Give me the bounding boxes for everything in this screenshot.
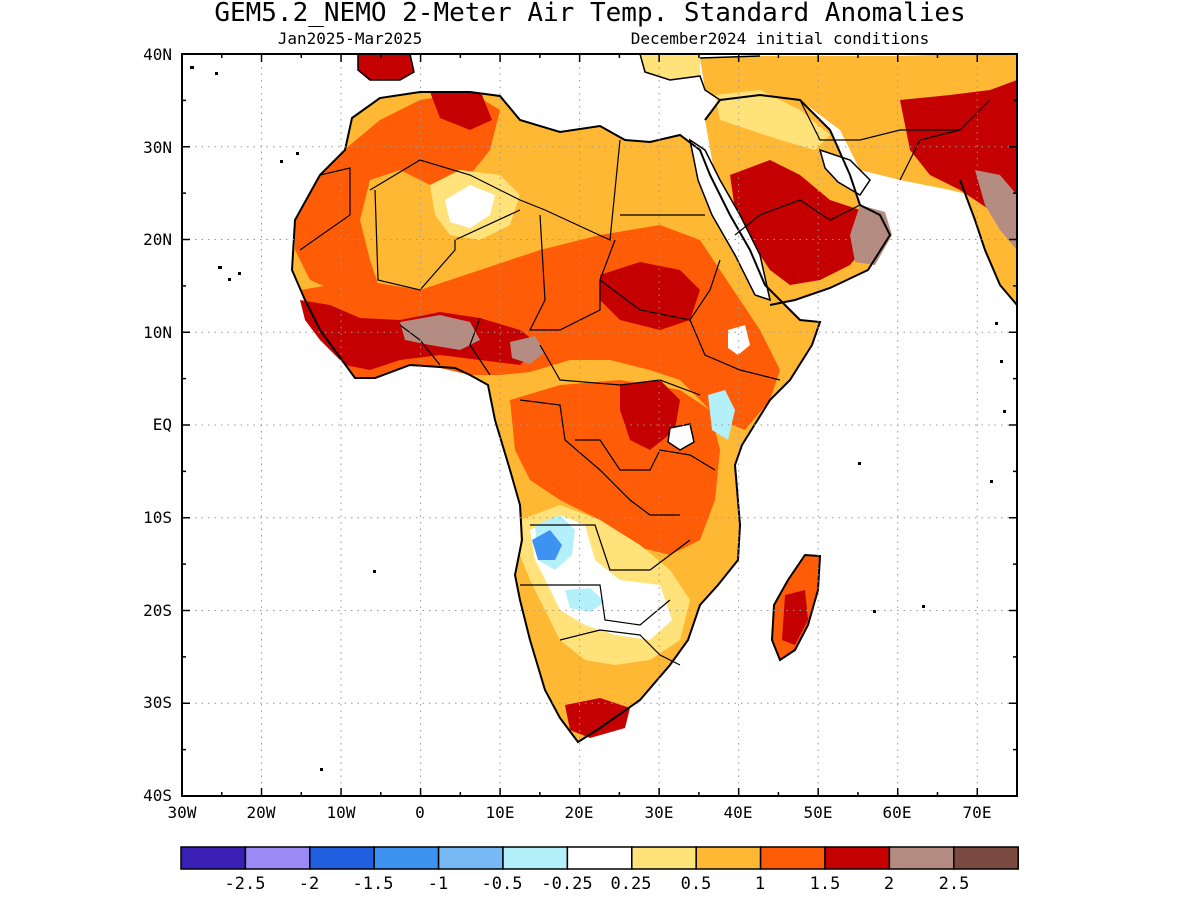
colorbar-label-m2.5: -2.5 <box>225 874 266 894</box>
colorbar-swatch <box>566 846 633 870</box>
iberia-landmass <box>358 54 414 80</box>
colorbar-label-m2: -2 <box>299 874 319 894</box>
lat-label-10s: 10S <box>143 508 172 527</box>
anomaly-brown-iran <box>975 170 1017 250</box>
india-coastline <box>959 179 1017 306</box>
mediterranean-sea <box>410 54 705 142</box>
map-title: GEM5.2_NEMO 2-Meter Air Temp. Standard A… <box>214 0 965 28</box>
lat-label-40n: 40N <box>143 45 172 64</box>
lake-victoria <box>667 423 695 451</box>
lat-label-30s: 30S <box>143 693 172 712</box>
lon-label-40e: 40E <box>724 803 753 822</box>
initial-conditions-subtitle: December2024 initial conditions <box>631 29 930 48</box>
lat-label-10n: 10N <box>143 323 172 342</box>
colorbar <box>180 846 1019 870</box>
colorbar-label-2: 2 <box>884 874 894 894</box>
longitude-axis: 30W 20W 10W 0 10E 20E 30E 40E 50E 60E 70… <box>168 803 992 822</box>
lon-label-10w: 10W <box>327 803 356 822</box>
anomaly-red-south-africa <box>565 698 630 738</box>
red-sea <box>688 138 772 302</box>
africa-coastline <box>290 91 822 744</box>
colorbar-swatch <box>824 846 891 870</box>
colorbar-label-1: 1 <box>755 874 765 894</box>
colorbar-label-0.25: 0.25 <box>611 874 652 894</box>
anomaly-white-sahara <box>445 185 495 228</box>
colorbar-label-0.5: 0.5 <box>681 874 712 894</box>
colorbar-label-m1.5: -1.5 <box>353 874 394 894</box>
lon-label-0: 0 <box>415 803 425 822</box>
axis-ticks <box>181 53 1018 797</box>
lon-label-70e: 70E <box>963 803 992 822</box>
colorbar-labels: -2.5 -2 -1.5 -1 -0.5 -0.25 0.25 0.5 1 1.… <box>225 874 970 894</box>
colorbar-swatch <box>953 846 1019 870</box>
colorbar-label-m1: -1 <box>428 874 448 894</box>
lon-label-10e: 10E <box>486 803 515 822</box>
anomaly-red-sahara <box>430 90 492 130</box>
persian-gulf <box>818 148 871 197</box>
latitude-axis: 40N 30N 20N 10N EQ 10S 20S 30S 40S <box>143 45 172 805</box>
colorbar-swatch <box>631 846 697 870</box>
colorbar-label-m0.25: -0.25 <box>541 874 592 894</box>
colorbar-swatch <box>180 846 247 870</box>
colorbar-swatch <box>244 846 311 870</box>
anomaly-lightblue-kenya <box>708 390 735 440</box>
colorbar-swatch <box>309 846 375 870</box>
lon-label-30e: 30E <box>645 803 674 822</box>
colorbar-swatch <box>695 846 762 870</box>
europe-coastline <box>357 54 761 101</box>
lat-label-40s: 40S <box>143 786 172 805</box>
map-area <box>182 54 1017 796</box>
country-borders <box>299 99 991 666</box>
island-specks <box>190 66 1006 771</box>
colorbar-swatch <box>888 846 955 870</box>
anomaly-red-congo <box>620 380 680 450</box>
colorbar-label-1.5: 1.5 <box>810 874 841 894</box>
colorbar-label-2.5: 2.5 <box>939 874 970 894</box>
anomaly-brown-guinea <box>400 315 480 350</box>
lat-label-20s: 20S <box>143 601 172 620</box>
colorbar-swatch <box>759 846 826 870</box>
colorbar-swatch <box>437 846 504 870</box>
lat-label-eq: EQ <box>153 415 172 434</box>
lon-label-20w: 20W <box>247 803 276 822</box>
lon-label-30w: 30W <box>168 803 197 822</box>
colorbar-swatch <box>373 846 440 870</box>
anomaly-band-sahara-west <box>295 92 500 295</box>
colorbar-label-m0.5: -0.5 <box>482 874 523 894</box>
lat-label-30n: 30N <box>143 138 172 157</box>
lat-label-20n: 20N <box>143 230 172 249</box>
anomaly-red-central <box>600 262 700 330</box>
lon-label-60e: 60E <box>883 803 912 822</box>
anomaly-yellow-egypt <box>715 90 830 150</box>
period-subtitle: Jan2025-Mar2025 <box>278 29 423 48</box>
anomaly-blue-angola <box>532 530 562 560</box>
colorbar-swatch <box>502 846 569 870</box>
anomaly-lightblue-botswana <box>565 588 605 612</box>
anomaly-red-madagascar <box>782 590 808 645</box>
anomaly-red-arabia <box>730 160 870 285</box>
anomaly-brown-nigeria <box>510 336 545 364</box>
lon-label-50e: 50E <box>804 803 833 822</box>
lon-label-20e: 20E <box>565 803 594 822</box>
grid-lines <box>182 54 1017 796</box>
madagascar-coastline <box>770 553 822 662</box>
europe-fragment <box>640 54 700 80</box>
